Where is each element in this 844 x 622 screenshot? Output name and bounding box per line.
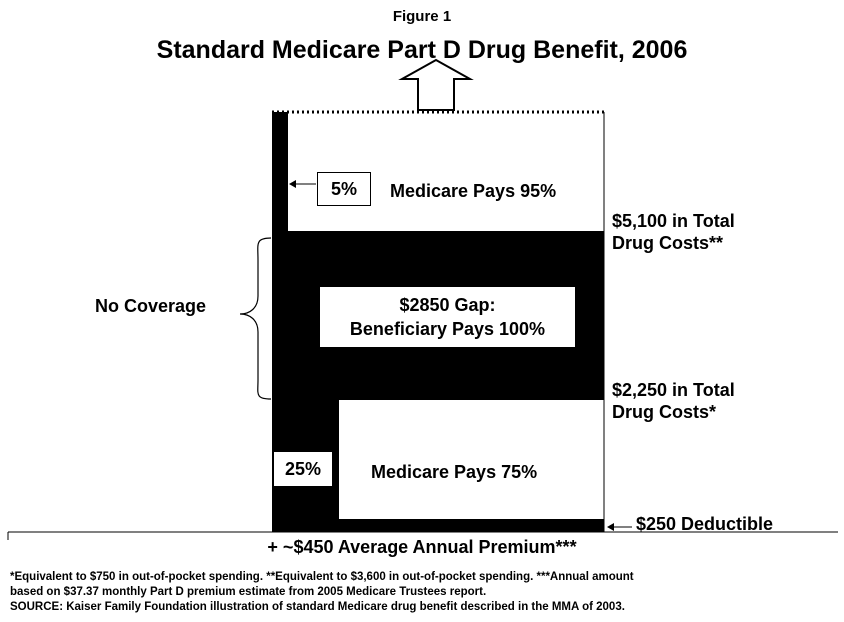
medicare-pays-95-label: Medicare Pays 95% — [390, 181, 557, 201]
top-beneficiary-bar — [272, 112, 288, 232]
lower-threshold-line1: $2,250 in Total — [612, 380, 735, 400]
figure-label: Figure 1 — [392, 8, 452, 25]
deductible-arrowhead — [607, 523, 614, 531]
upper-threshold-line2: Drug Costs** — [612, 233, 724, 253]
premium-label: + ~$450 Average Annual Premium*** — [267, 537, 577, 557]
gap-label-line2: Beneficiary Pays 100% — [349, 319, 546, 339]
gap-label-line1: $2850 Gap: — [399, 295, 496, 315]
gap-label-box: $2850 Gap: Beneficiary Pays 100% — [320, 287, 575, 347]
footnotes: *Equivalent to $750 in out-of-pocket spe… — [10, 570, 840, 615]
figure-title: Standard Medicare Part D Drug Benefit, 2… — [156, 36, 688, 64]
footnote-line2: based on $37.37 monthly Part D premium e… — [10, 586, 487, 598]
up-arrow-icon — [398, 58, 474, 111]
medicare-pays-75-label: Medicare Pays 75% — [371, 462, 538, 482]
twenty-five-pct-box: 25% — [274, 452, 332, 486]
five-pct-arrowhead — [289, 180, 296, 188]
no-coverage-label: No Coverage — [95, 296, 207, 316]
five-pct-box: 5% — [317, 172, 371, 206]
no-coverage-brace — [239, 237, 272, 400]
footnote-line1: *Equivalent to $750 in out-of-pocket spe… — [10, 571, 634, 583]
deductible-bar — [272, 519, 604, 532]
deductible-label: $250 Deductible — [636, 514, 774, 534]
upper-threshold-line1: $5,100 in Total — [612, 211, 735, 231]
lower-threshold-label: $2,250 in Total Drug Costs* — [612, 379, 735, 423]
source-line: SOURCE: Kaiser Family Foundation illustr… — [10, 601, 625, 613]
upper-threshold-label: $5,100 in Total Drug Costs** — [612, 210, 735, 254]
lower-threshold-line2: Drug Costs* — [612, 402, 717, 422]
